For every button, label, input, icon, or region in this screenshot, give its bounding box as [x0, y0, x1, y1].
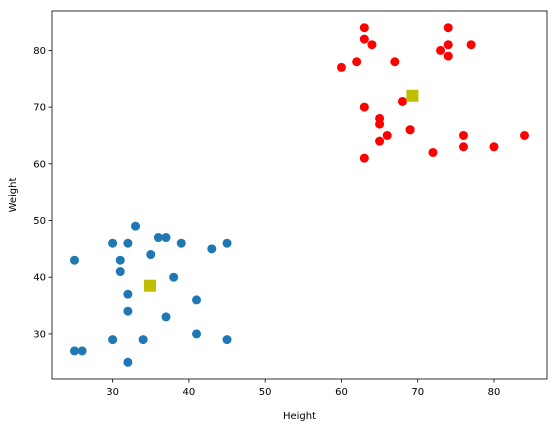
data-point-series-1	[443, 40, 453, 50]
centroid-marker	[406, 89, 419, 102]
data-point-series-1	[489, 142, 499, 152]
plot-area	[52, 11, 547, 379]
data-point-series-0	[222, 238, 232, 248]
data-point-series-0	[161, 233, 171, 243]
y-tick-label: 80	[33, 46, 46, 57]
data-point-series-0	[207, 244, 217, 254]
data-point-series-0	[70, 346, 79, 356]
plot-frame	[51, 10, 548, 380]
y-tick-label: 60	[33, 159, 46, 170]
x-tick-label: 40	[183, 387, 196, 398]
data-point-series-1	[458, 142, 468, 152]
data-point-series-1	[359, 153, 369, 163]
y-axis-label: Weight	[8, 178, 19, 213]
data-point-series-1	[359, 102, 369, 112]
x-tick-label: 50	[259, 387, 272, 398]
data-point-series-1	[352, 57, 362, 67]
data-point-series-1	[390, 57, 400, 67]
data-point-series-1	[405, 125, 415, 135]
x-tick-label: 80	[488, 387, 501, 398]
data-point-series-0	[131, 221, 141, 231]
data-point-series-0	[161, 312, 171, 322]
data-point-series-1	[375, 136, 385, 146]
y-ticks: 30 40 50 60 70 80	[33, 46, 52, 340]
data-point-series-1	[359, 23, 369, 33]
data-point-series-0	[70, 255, 79, 265]
data-point-series-1	[443, 23, 453, 33]
y-tick-label: 40	[33, 273, 46, 284]
data-point-series-0	[222, 335, 232, 345]
points-layer	[70, 23, 529, 367]
data-point-series-1	[458, 130, 468, 140]
data-point-series-1	[359, 34, 369, 44]
data-point-series-0	[108, 335, 118, 345]
data-point-series-0	[108, 238, 118, 248]
y-tick-label: 30	[33, 329, 46, 340]
data-point-series-0	[115, 255, 125, 265]
data-point-series-1	[367, 40, 377, 50]
centroid-marker	[144, 279, 157, 292]
y-tick-label: 50	[33, 216, 46, 227]
data-point-series-1	[336, 62, 346, 72]
data-point-series-0	[153, 233, 163, 243]
data-point-series-1	[382, 130, 392, 140]
x-axis-label: Height	[283, 411, 316, 422]
data-point-series-0	[123, 306, 133, 316]
y-tick-label: 70	[33, 103, 46, 114]
x-tick-label: 70	[411, 387, 424, 398]
data-point-series-0	[123, 357, 133, 367]
data-point-series-1	[375, 119, 385, 129]
data-point-series-1	[397, 96, 407, 106]
data-point-series-1	[466, 40, 476, 50]
data-point-series-0	[123, 289, 133, 299]
data-point-series-0	[192, 295, 202, 305]
data-point-series-0	[123, 238, 133, 248]
data-point-series-1	[443, 51, 453, 61]
data-point-series-0	[77, 346, 87, 356]
data-point-series-0	[115, 267, 125, 277]
data-point-series-0	[192, 329, 202, 339]
data-point-series-0	[169, 272, 179, 282]
data-point-series-0	[176, 238, 186, 248]
data-point-series-0	[146, 250, 156, 260]
data-point-series-1	[436, 45, 446, 55]
x-tick-label: 60	[335, 387, 348, 398]
x-ticks: 30 40 50 60 70 80	[106, 379, 500, 398]
data-point-series-1	[520, 130, 529, 140]
data-point-series-1	[428, 147, 438, 157]
x-tick-label: 30	[106, 387, 119, 398]
data-point-series-0	[138, 335, 148, 345]
